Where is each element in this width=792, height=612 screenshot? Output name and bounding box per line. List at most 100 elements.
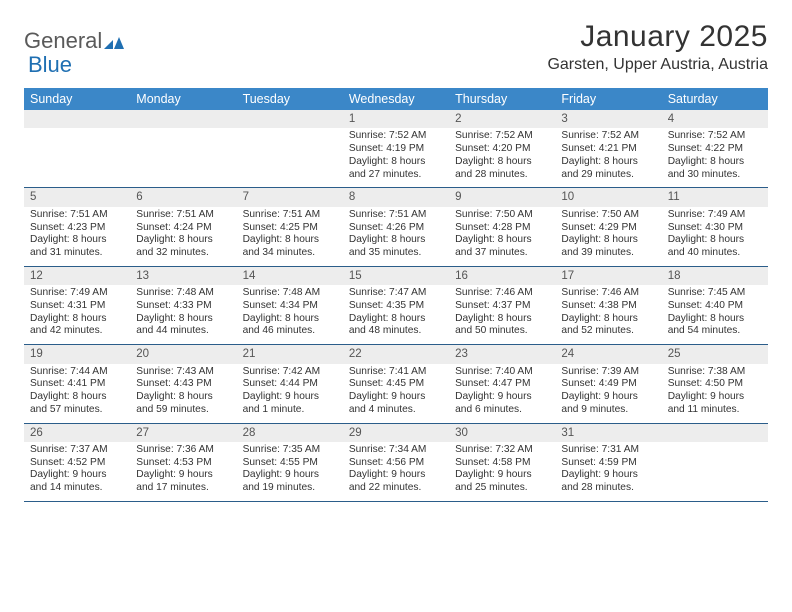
day-body: Sunrise: 7:48 AMSunset: 4:34 PMDaylight:…	[237, 285, 343, 344]
daylight-text: Daylight: 9 hours and 9 minutes.	[561, 391, 655, 417]
location-label: Garsten, Upper Austria, Austria	[547, 56, 768, 74]
day-body: Sunrise: 7:43 AMSunset: 4:43 PMDaylight:…	[130, 364, 236, 423]
day-cell: 4Sunrise: 7:52 AMSunset: 4:22 PMDaylight…	[662, 110, 768, 187]
day-number: 19	[24, 345, 130, 363]
sunrise-text: Sunrise: 7:49 AM	[30, 287, 124, 300]
day-body: Sunrise: 7:40 AMSunset: 4:47 PMDaylight:…	[449, 364, 555, 423]
day-number: 24	[555, 345, 661, 363]
sunset-text: Sunset: 4:49 PM	[561, 378, 655, 391]
day-cell: 30Sunrise: 7:32 AMSunset: 4:58 PMDayligh…	[449, 424, 555, 501]
week-row: 19Sunrise: 7:44 AMSunset: 4:41 PMDayligh…	[24, 345, 768, 423]
dow-label: Saturday	[662, 88, 768, 110]
day-cell: 25Sunrise: 7:38 AMSunset: 4:50 PMDayligh…	[662, 345, 768, 422]
dow-label: Sunday	[24, 88, 130, 110]
sunset-text: Sunset: 4:33 PM	[136, 300, 230, 313]
day-body: Sunrise: 7:51 AMSunset: 4:24 PMDaylight:…	[130, 207, 236, 266]
sunrise-text: Sunrise: 7:46 AM	[455, 287, 549, 300]
daylight-text: Daylight: 8 hours and 46 minutes.	[243, 313, 337, 339]
sunset-text: Sunset: 4:23 PM	[30, 222, 124, 235]
sunset-text: Sunset: 4:31 PM	[30, 300, 124, 313]
sunrise-text: Sunrise: 7:40 AM	[455, 366, 549, 379]
day-cell: 13Sunrise: 7:48 AMSunset: 4:33 PMDayligh…	[130, 267, 236, 344]
day-body: Sunrise: 7:46 AMSunset: 4:38 PMDaylight:…	[555, 285, 661, 344]
day-number	[24, 110, 130, 128]
day-body: Sunrise: 7:52 AMSunset: 4:21 PMDaylight:…	[555, 128, 661, 187]
day-number: 26	[24, 424, 130, 442]
day-number: 17	[555, 267, 661, 285]
sunrise-text: Sunrise: 7:52 AM	[561, 130, 655, 143]
day-body: Sunrise: 7:42 AMSunset: 4:44 PMDaylight:…	[237, 364, 343, 423]
day-body: Sunrise: 7:51 AMSunset: 4:26 PMDaylight:…	[343, 207, 449, 266]
sunrise-text: Sunrise: 7:42 AM	[243, 366, 337, 379]
day-cell: 10Sunrise: 7:50 AMSunset: 4:29 PMDayligh…	[555, 188, 661, 265]
sunset-text: Sunset: 4:58 PM	[455, 457, 549, 470]
day-number: 11	[662, 188, 768, 206]
day-body: Sunrise: 7:46 AMSunset: 4:37 PMDaylight:…	[449, 285, 555, 344]
month-title: January 2025	[547, 20, 768, 54]
day-number: 4	[662, 110, 768, 128]
day-number	[662, 424, 768, 442]
daylight-text: Daylight: 8 hours and 54 minutes.	[668, 313, 762, 339]
empty-cell	[24, 110, 130, 187]
sunset-text: Sunset: 4:26 PM	[349, 222, 443, 235]
calendar-grid: SundayMondayTuesdayWednesdayThursdayFrid…	[24, 88, 768, 502]
day-cell: 6Sunrise: 7:51 AMSunset: 4:24 PMDaylight…	[130, 188, 236, 265]
daylight-text: Daylight: 9 hours and 14 minutes.	[30, 469, 124, 495]
brand-mark-icon	[104, 29, 124, 55]
day-cell: 20Sunrise: 7:43 AMSunset: 4:43 PMDayligh…	[130, 345, 236, 422]
calendar-page: General January 2025 Garsten, Upper Aust…	[0, 0, 792, 502]
sunrise-text: Sunrise: 7:52 AM	[455, 130, 549, 143]
day-body: Sunrise: 7:34 AMSunset: 4:56 PMDaylight:…	[343, 442, 449, 501]
sunset-text: Sunset: 4:22 PM	[668, 143, 762, 156]
dow-label: Wednesday	[343, 88, 449, 110]
daylight-text: Daylight: 8 hours and 44 minutes.	[136, 313, 230, 339]
daylight-text: Daylight: 8 hours and 37 minutes.	[455, 234, 549, 260]
day-body: Sunrise: 7:44 AMSunset: 4:41 PMDaylight:…	[24, 364, 130, 423]
day-body	[24, 128, 130, 186]
day-cell: 22Sunrise: 7:41 AMSunset: 4:45 PMDayligh…	[343, 345, 449, 422]
week-row: 1Sunrise: 7:52 AMSunset: 4:19 PMDaylight…	[24, 110, 768, 188]
day-cell: 14Sunrise: 7:48 AMSunset: 4:34 PMDayligh…	[237, 267, 343, 344]
sunset-text: Sunset: 4:55 PM	[243, 457, 337, 470]
week-row: 26Sunrise: 7:37 AMSunset: 4:52 PMDayligh…	[24, 424, 768, 502]
daylight-text: Daylight: 9 hours and 1 minute.	[243, 391, 337, 417]
day-number: 29	[343, 424, 449, 442]
daylight-text: Daylight: 8 hours and 40 minutes.	[668, 234, 762, 260]
sunrise-text: Sunrise: 7:39 AM	[561, 366, 655, 379]
day-cell: 8Sunrise: 7:51 AMSunset: 4:26 PMDaylight…	[343, 188, 449, 265]
sunrise-text: Sunrise: 7:50 AM	[455, 209, 549, 222]
day-number: 1	[343, 110, 449, 128]
daylight-text: Daylight: 8 hours and 50 minutes.	[455, 313, 549, 339]
day-body	[662, 442, 768, 500]
daylight-text: Daylight: 8 hours and 59 minutes.	[136, 391, 230, 417]
day-cell: 27Sunrise: 7:36 AMSunset: 4:53 PMDayligh…	[130, 424, 236, 501]
daylight-text: Daylight: 9 hours and 25 minutes.	[455, 469, 549, 495]
day-body: Sunrise: 7:32 AMSunset: 4:58 PMDaylight:…	[449, 442, 555, 501]
day-number	[130, 110, 236, 128]
day-cell: 26Sunrise: 7:37 AMSunset: 4:52 PMDayligh…	[24, 424, 130, 501]
day-number: 22	[343, 345, 449, 363]
day-cell: 11Sunrise: 7:49 AMSunset: 4:30 PMDayligh…	[662, 188, 768, 265]
sunrise-text: Sunrise: 7:48 AM	[136, 287, 230, 300]
sunrise-text: Sunrise: 7:51 AM	[349, 209, 443, 222]
daylight-text: Daylight: 8 hours and 57 minutes.	[30, 391, 124, 417]
day-number: 27	[130, 424, 236, 442]
day-number	[237, 110, 343, 128]
sunset-text: Sunset: 4:53 PM	[136, 457, 230, 470]
sunset-text: Sunset: 4:37 PM	[455, 300, 549, 313]
day-body: Sunrise: 7:48 AMSunset: 4:33 PMDaylight:…	[130, 285, 236, 344]
dow-label: Monday	[130, 88, 236, 110]
day-body: Sunrise: 7:39 AMSunset: 4:49 PMDaylight:…	[555, 364, 661, 423]
day-number: 25	[662, 345, 768, 363]
day-cell: 28Sunrise: 7:35 AMSunset: 4:55 PMDayligh…	[237, 424, 343, 501]
sunrise-text: Sunrise: 7:38 AM	[668, 366, 762, 379]
day-of-week-header: SundayMondayTuesdayWednesdayThursdayFrid…	[24, 88, 768, 110]
day-body: Sunrise: 7:52 AMSunset: 4:22 PMDaylight:…	[662, 128, 768, 187]
daylight-text: Daylight: 8 hours and 48 minutes.	[349, 313, 443, 339]
day-cell: 24Sunrise: 7:39 AMSunset: 4:49 PMDayligh…	[555, 345, 661, 422]
day-cell: 21Sunrise: 7:42 AMSunset: 4:44 PMDayligh…	[237, 345, 343, 422]
sunset-text: Sunset: 4:19 PM	[349, 143, 443, 156]
day-number: 5	[24, 188, 130, 206]
sunset-text: Sunset: 4:20 PM	[455, 143, 549, 156]
day-cell: 23Sunrise: 7:40 AMSunset: 4:47 PMDayligh…	[449, 345, 555, 422]
